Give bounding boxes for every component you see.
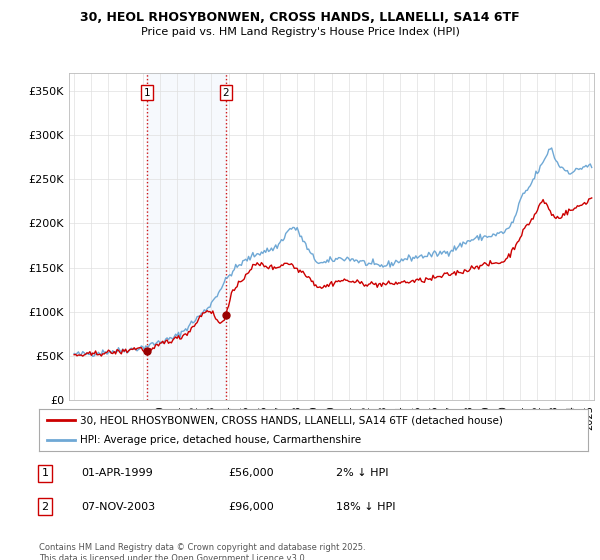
Text: 1: 1 [144,87,151,97]
Text: 2: 2 [41,502,49,512]
Text: £96,000: £96,000 [228,502,274,512]
Bar [147,73,226,400]
Text: 30, HEOL RHOSYBONWEN, CROSS HANDS, LLANELLI, SA14 6TF (detached house): 30, HEOL RHOSYBONWEN, CROSS HANDS, LLANE… [80,415,503,425]
Text: 1: 1 [41,468,49,478]
Text: 01-APR-1999: 01-APR-1999 [81,468,153,478]
Text: 2% ↓ HPI: 2% ↓ HPI [336,468,389,478]
Text: Contains HM Land Registry data © Crown copyright and database right 2025.
This d: Contains HM Land Registry data © Crown c… [39,543,365,560]
Text: 18% ↓ HPI: 18% ↓ HPI [336,502,395,512]
Text: 30, HEOL RHOSYBONWEN, CROSS HANDS, LLANELLI, SA14 6TF: 30, HEOL RHOSYBONWEN, CROSS HANDS, LLANE… [80,11,520,24]
Text: Price paid vs. HM Land Registry's House Price Index (HPI): Price paid vs. HM Land Registry's House … [140,27,460,37]
Text: HPI: Average price, detached house, Carmarthenshire: HPI: Average price, detached house, Carm… [80,435,361,445]
Text: 07-NOV-2003: 07-NOV-2003 [81,502,155,512]
Text: £56,000: £56,000 [228,468,274,478]
Text: 2: 2 [223,87,229,97]
